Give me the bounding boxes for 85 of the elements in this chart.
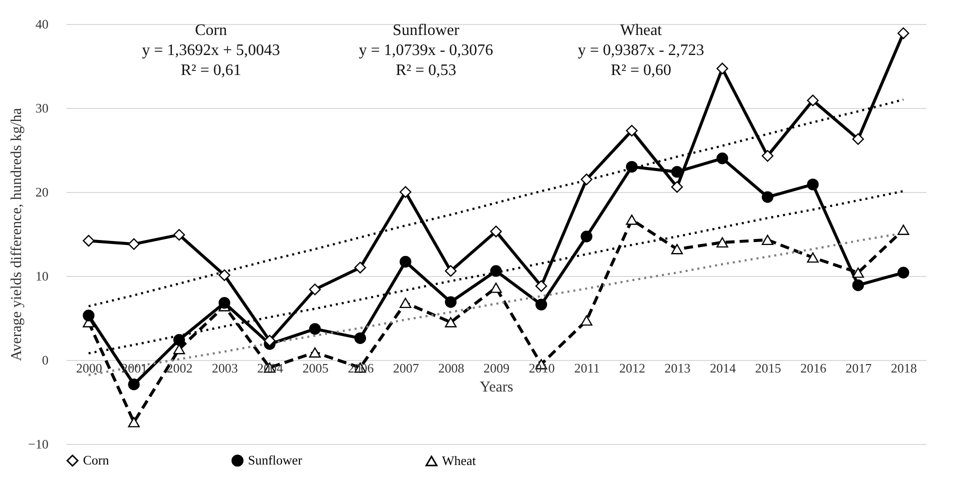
point bbox=[400, 298, 412, 308]
y-tick-label: 20 bbox=[36, 184, 48, 200]
point bbox=[580, 174, 592, 186]
point bbox=[218, 297, 230, 309]
x-axis-title: Years bbox=[480, 380, 514, 396]
point bbox=[173, 228, 185, 241]
point bbox=[400, 256, 412, 268]
point bbox=[852, 133, 864, 145]
y-axis-title: Average yields difference, hundreds kg/ha bbox=[9, 108, 26, 362]
x-tick-label: 2002 bbox=[166, 360, 193, 376]
point bbox=[762, 191, 774, 203]
point bbox=[444, 265, 457, 277]
annotation: y = 0,9387x - 2,723 bbox=[578, 42, 704, 59]
point bbox=[626, 160, 638, 173]
x-tick-label: 2015 bbox=[755, 360, 782, 376]
y-tick-label: 10 bbox=[36, 268, 48, 284]
point bbox=[898, 266, 910, 278]
point bbox=[716, 152, 728, 164]
annotation: y = 1,0739x - 0,3076 bbox=[358, 42, 494, 59]
point bbox=[535, 298, 548, 310]
x-tick-label: 2018 bbox=[890, 360, 917, 376]
annotation: y = 1,3692x + 5,0043 bbox=[142, 42, 280, 59]
legend-label: Wheat bbox=[442, 452, 476, 468]
x-tick-label: 2008 bbox=[438, 360, 464, 376]
point bbox=[852, 279, 864, 292]
point bbox=[354, 262, 366, 274]
x-tick-label: 2000 bbox=[76, 360, 102, 376]
point bbox=[173, 334, 185, 346]
x-tick-label: 2007 bbox=[392, 360, 420, 376]
point bbox=[82, 234, 94, 247]
point bbox=[128, 378, 140, 390]
point bbox=[762, 234, 774, 246]
point bbox=[626, 124, 638, 137]
point bbox=[580, 230, 592, 242]
point bbox=[807, 178, 819, 190]
annotation: Corn bbox=[195, 22, 227, 39]
x-tick-label: 2012 bbox=[619, 360, 646, 376]
x-tick-label: 2003 bbox=[212, 360, 238, 376]
point bbox=[716, 237, 728, 248]
point bbox=[580, 315, 592, 326]
point bbox=[309, 323, 321, 335]
point bbox=[898, 224, 910, 235]
point bbox=[535, 280, 548, 292]
point bbox=[490, 265, 502, 277]
point bbox=[671, 244, 683, 254]
annotation: R² = 0,61 bbox=[180, 62, 242, 79]
point bbox=[671, 166, 683, 178]
point bbox=[400, 186, 412, 198]
point bbox=[82, 310, 94, 322]
point bbox=[309, 347, 321, 358]
point bbox=[444, 317, 457, 328]
point bbox=[128, 238, 140, 250]
point bbox=[490, 226, 502, 238]
y-tick-label: 30 bbox=[36, 100, 48, 116]
point bbox=[716, 62, 728, 74]
legend-label: Corn bbox=[83, 452, 110, 468]
point bbox=[218, 269, 230, 282]
point bbox=[807, 252, 819, 263]
point bbox=[762, 150, 774, 162]
x-tick-label: 2009 bbox=[484, 360, 510, 376]
point bbox=[490, 282, 502, 293]
x-tick-label: 2005 bbox=[302, 360, 328, 376]
x-tick-label: 2016 bbox=[800, 360, 827, 376]
x-tick-label: 2017 bbox=[846, 360, 872, 376]
point bbox=[807, 94, 819, 106]
x-tick-label: 2011 bbox=[574, 360, 600, 376]
annotation: Sunflower bbox=[392, 22, 460, 39]
annotation: R² = 0,53 bbox=[396, 62, 456, 79]
annotation: R² = 0,60 bbox=[610, 62, 672, 79]
y-tick-label: 0 bbox=[42, 352, 48, 368]
x-tick-label: 2014 bbox=[710, 360, 736, 376]
legend-label: Sunflower bbox=[248, 452, 303, 468]
y-tick-label: 40 bbox=[36, 16, 48, 32]
annotation: Wheat bbox=[620, 22, 662, 39]
point bbox=[671, 181, 683, 193]
y-tick-label: −10 bbox=[28, 436, 48, 452]
point bbox=[354, 332, 366, 344]
point bbox=[852, 268, 864, 278]
point bbox=[626, 214, 638, 225]
x-tick-label: 2010 bbox=[528, 360, 555, 376]
point bbox=[128, 417, 140, 428]
point bbox=[444, 296, 457, 308]
point bbox=[898, 27, 910, 40]
x-tick-label: 2013 bbox=[664, 360, 691, 376]
point bbox=[309, 284, 321, 296]
